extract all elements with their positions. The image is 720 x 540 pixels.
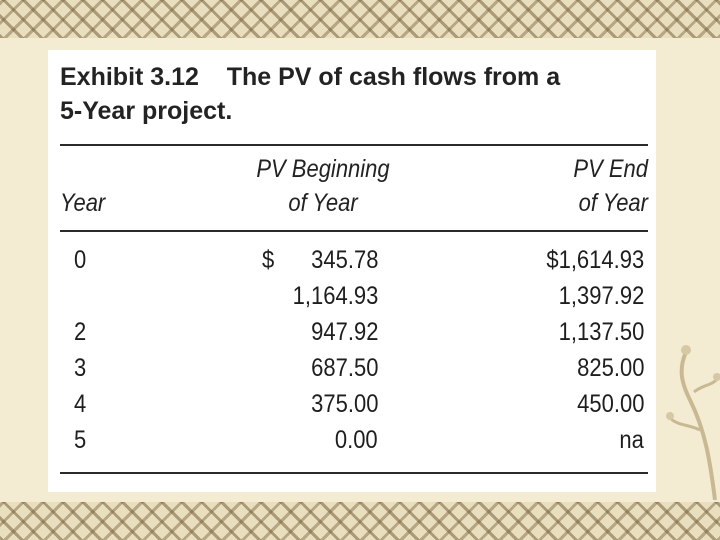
table-rule-top [60, 144, 648, 146]
decorative-border-bottom [0, 502, 720, 540]
table-rule-header [60, 230, 648, 232]
exhibit-title-line2: 5-Year project. [60, 97, 233, 125]
cell-pv-beginning: 1,164.93 [292, 282, 378, 310]
decorative-border-top [0, 0, 720, 38]
cell-year: 2 [74, 318, 87, 346]
table-row: 2 947.92 1,137.50 [48, 314, 656, 350]
exhibit-title: Exhibit 3.12 The PV of cash flows from a… [60, 60, 620, 128]
cell-year: 0 [74, 246, 87, 274]
cell-year: 4 [74, 390, 87, 418]
table-rule-bottom [60, 472, 648, 474]
exhibit-title-line1: Exhibit 3.12 The PV of cash flows from a [60, 63, 561, 91]
header-year: Year [60, 189, 106, 217]
header-pv-end: PV End of Year [542, 152, 648, 220]
cell-pv-end: 825.00 [576, 354, 644, 382]
cell-pv-end: 1,397.92 [558, 282, 644, 310]
table-row: 0 $ 345.78 $1,614.93 [48, 242, 656, 278]
cell-pv-end: na [619, 426, 644, 454]
header-pv-beginning-line1: PV Beginning [256, 155, 390, 183]
cell-pv-end: 450.00 [576, 390, 644, 418]
cell-pv-beginning: 687.50 [310, 354, 378, 382]
header-pv-beginning-line2: of Year [288, 189, 358, 217]
table-row: 1,164.93 1,397.92 [48, 278, 656, 314]
cell-year [74, 278, 124, 314]
cell-pv-end: 1,137.50 [558, 318, 644, 346]
table-row: 5 0.00 na [48, 422, 656, 458]
cell-pv-beginning: 345.78 [310, 246, 378, 274]
header-pv-beginning: PV Beginning of Year [248, 152, 398, 220]
table-row: 4 375.00 450.00 [48, 386, 656, 422]
cell-pv-beginning: 375.00 [310, 390, 378, 418]
header-pv-end-line1: PV End [573, 155, 648, 183]
header-pv-end-line2: of Year [578, 189, 648, 217]
exhibit-card: Exhibit 3.12 The PV of cash flows from a… [48, 50, 656, 492]
cell-pv-beginning: 0.00 [335, 426, 378, 454]
branch-decoration-icon [666, 345, 720, 500]
cell-year: 5 [74, 426, 87, 454]
table-row: 3 687.50 825.00 [48, 350, 656, 386]
cell-year: 3 [74, 354, 87, 382]
cell-pv-beginning: 947.92 [310, 318, 378, 346]
cell-pv-end: $1,614.93 [546, 246, 644, 274]
cell-dollar-sign: $ [262, 246, 275, 274]
